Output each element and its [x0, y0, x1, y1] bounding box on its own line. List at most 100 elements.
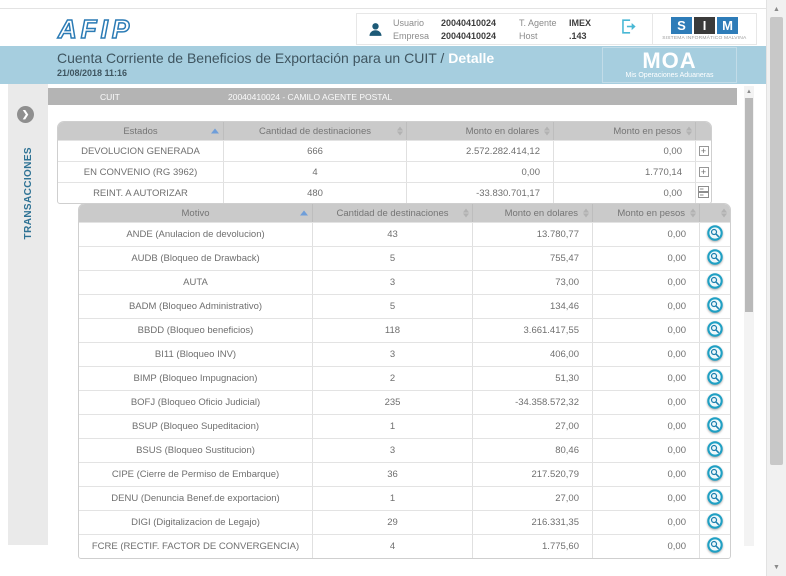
motivo-cell: BI11 (Bloqueo INV) [154, 349, 237, 360]
motivos-table-header: Motivo Cantidad de destinaciones Monto e… [79, 204, 730, 222]
detail-magnifier-button[interactable] [707, 273, 723, 292]
sort-toggle-icon [583, 209, 589, 218]
sim-caption: SISTEMA INFORMÁTICO MALVINA [662, 35, 747, 41]
pesos-cell: 0,00 [592, 319, 699, 342]
motivos-table: Motivo Cantidad de destinaciones Monto e… [78, 203, 731, 559]
magnifier-badge-icon [707, 393, 723, 412]
dolares-cell: 3.661.417,55 [472, 319, 592, 342]
header-estados[interactable]: Estados [58, 122, 223, 140]
cuit-bar: CUIT 20040410024 - CAMILO AGENTE POSTAL [48, 88, 737, 105]
sort-ascending-icon [211, 128, 219, 134]
window-scrollbar[interactable]: ▲ ▼ [766, 0, 786, 576]
content-scrollbar[interactable]: ▲ [744, 86, 754, 546]
dolares-cell: 51,30 [472, 367, 592, 390]
motivo-row: ANDE (Anulacion de devolucion) 43 13.780… [79, 222, 730, 246]
motivo-row: BIMP (Bloqueo Impugnacion) 2 51,30 0,00 [79, 366, 730, 390]
moa-title: MOA [642, 48, 697, 73]
cantidad-cell: 4 [223, 162, 406, 182]
detail-magnifier-button[interactable] [707, 369, 723, 388]
logout-icon [619, 17, 638, 41]
magnifier-badge-icon [707, 249, 723, 268]
cantidad-cell: 666 [223, 141, 406, 161]
magnifier-badge-icon [707, 321, 723, 340]
detail-magnifier-button[interactable] [707, 297, 723, 316]
header-cantidad-destinaciones[interactable]: Cantidad de destinaciones [312, 204, 472, 222]
motivo-row: BSUS (Bloqueo Sustitucion) 3 80,46 0,00 [79, 438, 730, 462]
detail-magnifier-button[interactable] [707, 465, 723, 484]
sidebar-toggle-button[interactable]: ❯ [17, 106, 34, 123]
chevron-right-icon: ❯ [21, 109, 30, 119]
user-icon [357, 14, 393, 44]
dolares-cell: 27,00 [472, 415, 592, 438]
pesos-cell: 0,00 [592, 271, 699, 294]
empresa-label: Empresa [393, 30, 430, 41]
cantidad-cell: 5 [312, 295, 472, 318]
logout-button[interactable] [605, 14, 653, 44]
estados-table-header: Estados Cantidad de destinaciones Monto … [58, 122, 711, 140]
sort-toggle-icon [544, 127, 550, 136]
page-title: Cuenta Corriente de Beneficios de Export… [57, 50, 445, 66]
motivo-cell: AUDB (Bloqueo de Drawback) [131, 253, 260, 264]
scroll-down-arrow-icon[interactable]: ▼ [773, 563, 780, 571]
pesos-cell: 0,00 [553, 183, 695, 203]
detail-magnifier-button[interactable] [707, 441, 723, 460]
dolares-cell: 134,46 [472, 295, 592, 318]
motivo-row: DIGI (Digitalizacion de Legajo) 29 216.3… [79, 510, 730, 534]
cantidad-cell: 3 [312, 439, 472, 462]
magnifier-badge-icon [707, 441, 723, 460]
dolares-cell: 2.572.282.414,12 [406, 141, 553, 161]
window-scrollbar-thumb[interactable] [770, 17, 783, 465]
detail-magnifier-button[interactable] [707, 345, 723, 364]
detail-magnifier-button[interactable] [707, 513, 723, 532]
detail-magnifier-button[interactable] [707, 321, 723, 340]
user-panel: Usuario 20040410024 T. Agente IMEX Empre… [356, 13, 757, 45]
detail-magnifier-button[interactable] [707, 225, 723, 244]
motivo-cell: ANDE (Anulacion de devolucion) [126, 229, 265, 240]
motivo-row: BOFJ (Bloqueo Oficio Judicial) 235 -34.3… [79, 390, 730, 414]
scroll-up-arrow-icon[interactable]: ▲ [746, 88, 752, 95]
dolares-cell: 0,00 [406, 162, 553, 182]
dolares-cell: 27,00 [472, 487, 592, 510]
scroll-up-arrow-icon[interactable]: ▲ [773, 5, 780, 13]
pesos-cell: 0,00 [592, 463, 699, 486]
pesos-cell: 0,00 [553, 141, 695, 161]
header-monto-pesos[interactable]: Monto en pesos [553, 122, 695, 140]
usuario-label: Usuario [393, 17, 425, 28]
dolares-cell: 1.775,60 [472, 535, 592, 558]
detail-magnifier-button[interactable] [707, 417, 723, 436]
cuit-label: CUIT [100, 92, 120, 102]
motivo-cell: DIGI (Digitalizacion de Legajo) [131, 517, 260, 528]
top-header: AFIP Usuario 20040410024 T. Agente IMEX … [0, 8, 766, 46]
expanded-row-button[interactable] [698, 185, 709, 201]
sidebar-tab-transacciones[interactable]: TRANSACCIONES [22, 146, 34, 240]
header-monto-pesos[interactable]: Monto en pesos [592, 204, 699, 222]
magnifier-badge-icon [707, 345, 723, 364]
sort-toggle-icon [686, 127, 692, 136]
detail-magnifier-button[interactable] [707, 393, 723, 412]
content-scrollbar-thumb[interactable] [745, 98, 753, 312]
dolares-cell: 73,00 [472, 271, 592, 294]
moa-logo: MOA Mis Operaciones Aduaneras [602, 47, 737, 83]
detail-magnifier-button[interactable] [707, 249, 723, 268]
header-actions[interactable] [699, 204, 730, 222]
header-monto-dolares[interactable]: Monto en dolares [472, 204, 592, 222]
cantidad-cell: 4 [312, 535, 472, 558]
motivo-cell: BADM (Bloqueo Administrativo) [128, 301, 263, 312]
plus-box-icon: + [700, 146, 707, 156]
estados-row-reint-a-autorizar: REINT. A AUTORIZAR 480 -33.830.701,17 0,… [58, 182, 711, 203]
header-cantidad-destinaciones[interactable]: Cantidad de destinaciones [223, 122, 406, 140]
sort-toggle-icon [690, 209, 696, 218]
cantidad-cell: 36 [312, 463, 472, 486]
host-label: Host [519, 30, 538, 41]
expand-row-button[interactable]: + [698, 146, 709, 156]
detail-magnifier-button[interactable] [707, 489, 723, 508]
pesos-cell: 0,00 [592, 223, 699, 246]
sort-toggle-icon [463, 209, 469, 218]
header-monto-dolares[interactable]: Monto en dolares [406, 122, 553, 140]
pesos-cell: 0,00 [592, 391, 699, 414]
expand-row-button[interactable]: + [698, 167, 709, 177]
motivo-cell: BOFJ (Bloqueo Oficio Judicial) [130, 397, 261, 408]
detail-magnifier-button[interactable] [707, 537, 723, 556]
header-motivo[interactable]: Motivo [79, 204, 312, 222]
cantidad-cell: 43 [312, 223, 472, 246]
